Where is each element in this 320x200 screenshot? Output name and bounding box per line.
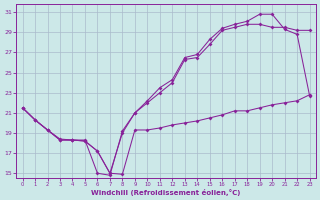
X-axis label: Windchill (Refroidissement éolien,°C): Windchill (Refroidissement éolien,°C): [92, 189, 241, 196]
